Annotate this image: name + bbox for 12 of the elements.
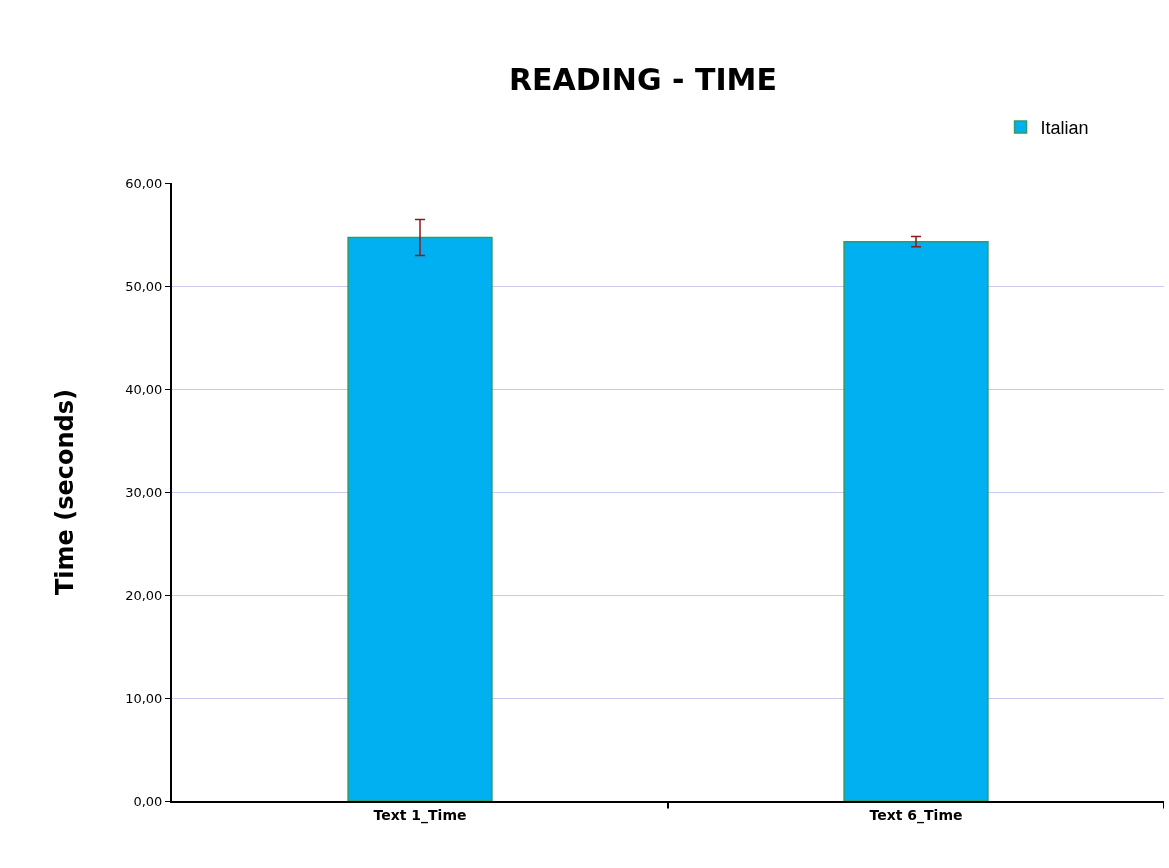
y-tick-label: 10,00: [125, 690, 163, 706]
y-tick-label: 0,00: [133, 793, 163, 809]
x-tick-label: Text 6_Time: [869, 806, 963, 824]
y-axis-title: Time (seconds): [50, 388, 79, 596]
y-tick-label: 50,00: [125, 278, 163, 294]
y-tick-label: 30,00: [125, 484, 163, 500]
y-tick-label: 60,00: [125, 175, 163, 191]
y-tick-label: 40,00: [125, 381, 163, 397]
legend-label: Italian: [1040, 118, 1089, 139]
chart-title: READING - TIME: [508, 62, 777, 98]
x-tick-label: Text 1_Time: [373, 806, 467, 824]
y-tick-label: 20,00: [125, 587, 163, 603]
